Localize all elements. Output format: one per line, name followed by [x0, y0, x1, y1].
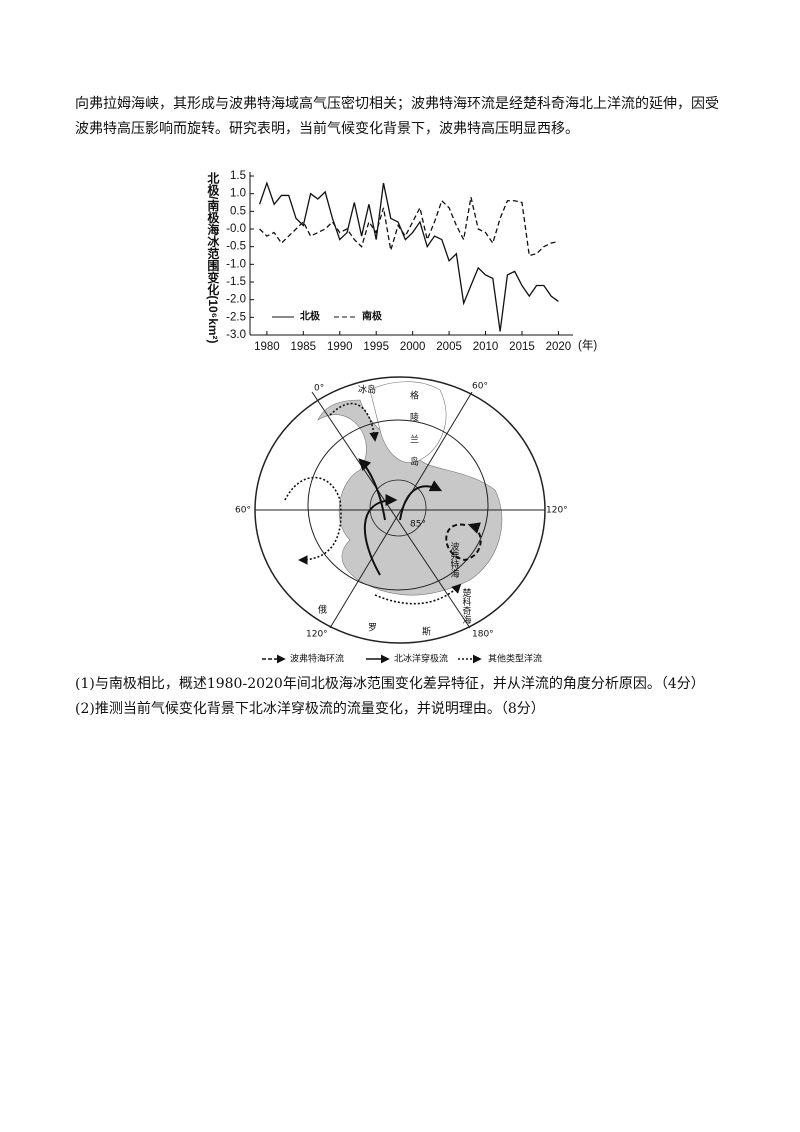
map-label: 0° — [314, 384, 324, 394]
map-legend: 波弗特海环流 北冰洋穿极流 其他类型洋流 — [262, 653, 542, 665]
y-tick-label: -0.0 — [226, 223, 246, 235]
map-label: 斯 — [422, 626, 431, 638]
legend-label: 波弗特海环流 — [290, 653, 344, 665]
y-tick-label: -2.5 — [226, 311, 246, 323]
legend-label: 北冰洋穿极流 — [394, 653, 448, 665]
map-label: 120° — [546, 506, 568, 516]
map-label: 罗 — [368, 623, 377, 634]
y-tick-label: -2.0 — [226, 294, 246, 306]
y-tick-label: -0.5 — [226, 241, 246, 253]
map-label: 岛 — [410, 456, 419, 468]
current-arrow — [358, 458, 386, 521]
x-tick-label: 2020 — [546, 341, 572, 353]
map-label: 180° — [472, 630, 494, 640]
y-axis-title: 北极/南极海冰范围变化(10⁶km²) — [206, 171, 220, 344]
y-tick-label: 0.5 — [230, 205, 246, 217]
map-label: 冰岛 — [358, 384, 376, 396]
map-label: 波弗特海 — [449, 541, 460, 579]
x-tick-label: 2005 — [436, 341, 462, 353]
legend-label: 南极 — [362, 310, 383, 323]
map-label: 楚科奇海 — [461, 587, 472, 625]
x-tick-label: 1990 — [327, 341, 353, 353]
map-label: 60° — [235, 506, 251, 516]
map-label: 60° — [472, 382, 488, 392]
other-current — [374, 583, 462, 605]
y-tick-label: -1.5 — [226, 276, 246, 288]
x-tick-label: 2000 — [400, 341, 426, 353]
latitude-circle — [369, 479, 427, 537]
current-arrow — [363, 494, 398, 576]
map-label: 俄 — [318, 604, 327, 616]
greenland — [369, 381, 447, 463]
question: (1)与南极相比，概述1980-2020年间北极海冰范围变化差异特征，并从洋流的… — [75, 675, 705, 692]
y-tick-label: -3.0 — [226, 329, 246, 341]
map-label: 120° — [306, 630, 328, 640]
legend-label: 北极 — [300, 310, 321, 323]
x-tick-label: 2015 — [509, 341, 535, 353]
legend-label: 其他类型洋流 — [488, 653, 542, 665]
x-tick-label: 1995 — [363, 341, 389, 353]
latitude-circle — [307, 419, 489, 591]
current-arrow — [399, 480, 443, 521]
y-tick-label: 1.5 — [230, 170, 246, 182]
paragraph-line: 波弗特高压影响而旋转。研究表明，当前气候变化背景下，波弗特高压明显西移。 — [75, 120, 579, 137]
chart: 1.5 1.0 0.5 -0.0 -0.5 -1.0 -1.5 -2.0 -2.5 -3.0 198… — [226, 170, 573, 353]
x-tick-label: 2010 — [473, 341, 499, 353]
map-label: 兰 — [410, 434, 419, 446]
beaufort-gyre — [445, 522, 482, 562]
y-tick-label: -1.0 — [226, 258, 246, 270]
x-unit: (年) — [578, 338, 597, 352]
map-label: 85° — [410, 520, 426, 530]
series-line — [259, 197, 559, 257]
map-label: 格 — [410, 390, 419, 402]
x-tick-label: 1985 — [291, 341, 317, 353]
paragraph-line: 向弗拉姆海峡，其形成与波弗特海域高气压密切相关；波弗特海环流是经楚科奇海北上洋流… — [75, 95, 719, 112]
map-label: 陵 — [410, 413, 419, 424]
series-line — [258, 181, 559, 332]
other-current — [329, 402, 379, 442]
x-tick-label: 1980 — [254, 341, 280, 353]
y-tick-label: 1.0 — [230, 188, 246, 200]
other-current — [284, 476, 342, 565]
map: 0° 60° 60° 120° 120° 180° 格 陵 兰 岛 冰岛 85°… — [235, 376, 568, 644]
question: (2)推测当前气候变化背景下北冰洋穿极流的流量变化，并说明理由。（8分） — [75, 700, 545, 717]
